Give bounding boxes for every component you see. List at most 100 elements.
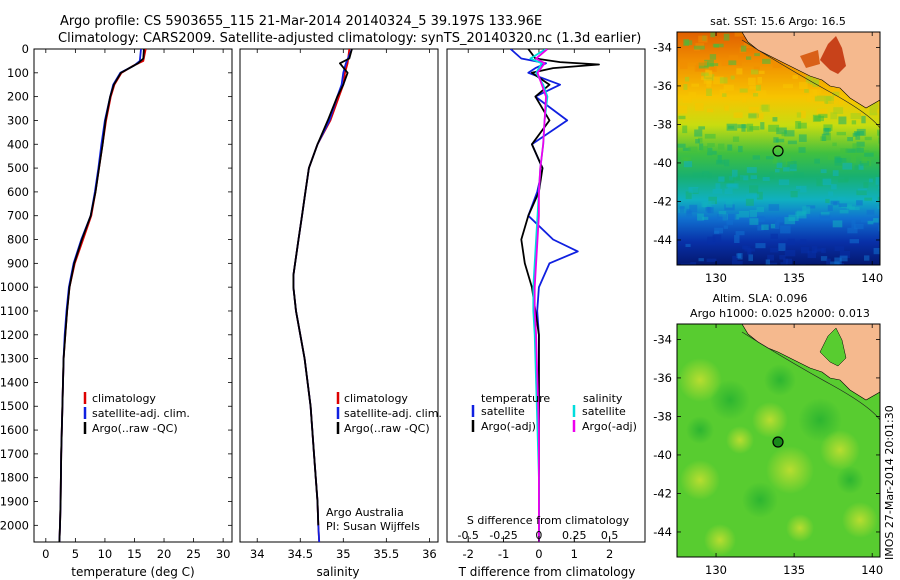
sst-texture-cell [852, 143, 861, 151]
sst-texture-cell [878, 138, 880, 144]
depth-tick-label: 100 [7, 66, 29, 80]
header-line-2: Climatology: CARS2009. Satellite-adjuste… [58, 31, 641, 46]
map-lat-label: -42 [653, 486, 672, 500]
sst-texture-cell [703, 78, 712, 84]
sst-texture-cell [707, 236, 716, 245]
temperature-xlabel: temperature (deg C) [71, 565, 194, 579]
sst-texture-cell [730, 75, 735, 80]
sst-texture-cell [718, 176, 725, 182]
map-lat-label: -34 [653, 40, 672, 54]
depth-tick-label: 300 [7, 113, 29, 127]
sst-texture-cell [823, 124, 833, 131]
sla-high-anomaly [726, 426, 754, 454]
sst-texture-cell [854, 131, 864, 136]
sst-texture-cell [825, 198, 830, 204]
sla-high-anomaly [786, 514, 814, 542]
legend-label-climatology: climatology [344, 392, 408, 405]
sst-texture-cell [796, 210, 807, 219]
depth-tick-label: 1200 [0, 328, 29, 342]
sst-texture-cell [775, 138, 785, 143]
sst-texture-cell [828, 191, 834, 197]
depth-tick-label: 1600 [0, 423, 29, 437]
sst-texture-cell [784, 217, 796, 225]
sst-texture-cell [736, 60, 742, 66]
sst-texture-cell [706, 108, 714, 113]
depth-tick-label: 2000 [0, 518, 29, 532]
argo-position-marker-sla [772, 436, 784, 448]
sst-texture-cell [736, 253, 741, 258]
sst-texture-cell [812, 89, 822, 94]
sst-texture-cell [847, 227, 858, 234]
sst-texture-cell [864, 255, 870, 261]
sst-texture-cell [879, 35, 880, 42]
depth-tick-label: 500 [7, 161, 29, 175]
sst-texture-cell [733, 112, 743, 118]
sst-texture-cell [732, 136, 740, 142]
sst-texture-cell [830, 261, 840, 265]
sst-texture-cell [840, 148, 848, 154]
sst-texture-cell [688, 187, 699, 193]
sst-texture-cell [802, 206, 811, 214]
sst-texture-cell [787, 140, 797, 145]
map-lat-label: -44 [653, 233, 672, 247]
map-lon-label: 135 [783, 563, 805, 577]
sst-texture-cell [753, 93, 759, 97]
sst-texture-cell [856, 141, 865, 147]
sst-texture-cell [776, 162, 783, 168]
sst-texture-cell [806, 94, 812, 102]
depth-tick-label: 200 [7, 90, 29, 104]
sst-texture-cell [831, 184, 837, 190]
sst-texture-cell [833, 107, 844, 114]
sst-texture-cell [814, 158, 820, 164]
sst-texture-cell [748, 77, 756, 86]
sst-texture-cell [698, 35, 708, 43]
sst-texture-cell [759, 70, 765, 74]
sst-texture-cell [877, 205, 880, 209]
sst-texture-cell [683, 161, 693, 168]
sst-texture-cell [861, 157, 868, 163]
sla-high-anomaly [704, 524, 736, 556]
sst-texture-cell [780, 262, 788, 265]
depth-tick-label: 1900 [0, 495, 29, 509]
sst-texture-cell [819, 214, 831, 221]
sst-texture-cell [798, 147, 806, 153]
sst-texture-cell [712, 189, 723, 194]
map-lon-label: 130 [705, 563, 727, 577]
sst-texture-cell [713, 76, 724, 85]
sst-texture-cell [861, 115, 866, 124]
sst-texture-cell [869, 108, 878, 116]
map-lat-label: -42 [653, 194, 672, 208]
map-lat-label: -34 [653, 332, 672, 346]
sst-texture-cell [780, 225, 791, 234]
sla-coastline [741, 331, 880, 421]
sst-texture-cell [770, 233, 778, 239]
sla-gulf-shape [819, 327, 847, 367]
x-tick-label: 36 [422, 547, 437, 561]
x-tick-label: 15 [127, 547, 142, 561]
sst-texture-cell [784, 130, 795, 137]
sst-texture-cell [760, 122, 765, 130]
sst-texture-cell [738, 145, 743, 153]
sst-texture-cell [783, 167, 790, 172]
sst-map-axes: -34 -36 -38 -40 -42 -44 130 135 140 [653, 32, 883, 285]
sst-texture-cell [767, 254, 775, 261]
depth-tick-label: 1400 [0, 375, 29, 389]
sst-texture-cell [796, 112, 802, 118]
sst-texture-cell [749, 185, 759, 193]
sst-texture-cell [821, 133, 826, 141]
sst-texture-cell [772, 61, 783, 69]
sst-texture-cell [717, 155, 722, 163]
temperature-legend: climatology satellite-adj. clim. Argo(..… [83, 392, 190, 435]
map-lat-label: -44 [653, 525, 672, 539]
sst-texture-cell [785, 258, 793, 265]
sst-texture-cell [709, 66, 715, 71]
argo-position-marker [772, 145, 784, 157]
sst-texture-cell [877, 129, 880, 136]
sst-texture-cell [754, 217, 766, 221]
sst-texture-cell [762, 104, 770, 112]
x-tick-label: 35 [336, 547, 351, 561]
sst-texture-cell [873, 248, 880, 255]
sst-texture-cell [734, 235, 740, 243]
map-lon-label: 135 [783, 271, 805, 285]
temperature-panel: 0100200300400500600700800900100011001200… [0, 42, 645, 579]
